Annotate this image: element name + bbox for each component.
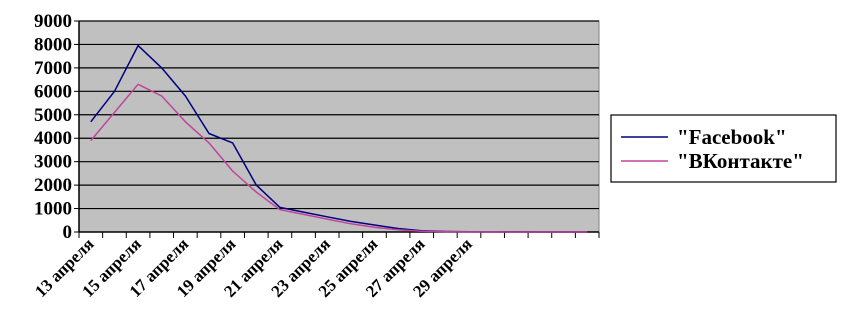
y-tick-label: 9000 bbox=[34, 11, 72, 32]
y-tick-label: 5000 bbox=[34, 105, 72, 126]
series-lines bbox=[90, 44, 588, 233]
y-tick-label: 7000 bbox=[34, 58, 72, 79]
y-tick-label: 2000 bbox=[34, 175, 72, 196]
legend-label-facebook: "Facebook" bbox=[677, 125, 787, 149]
y-tick-label: 8000 bbox=[34, 34, 72, 55]
gridlines bbox=[79, 20, 599, 210]
y-tick-label: 1000 bbox=[34, 199, 72, 220]
y-tick-label: 3000 bbox=[34, 152, 72, 173]
y-tick-label: 0 bbox=[63, 222, 73, 243]
y-tick-label: 6000 bbox=[34, 81, 72, 102]
legend: "Facebook" "ВКонтакте" bbox=[610, 114, 837, 183]
y-tick-label: 4000 bbox=[34, 128, 72, 149]
series-line-vkontakte bbox=[90, 83, 588, 233]
legend-label-vkontakte: "ВКонтакте" bbox=[677, 149, 804, 173]
plot-area-background bbox=[78, 20, 600, 233]
legend-box bbox=[610, 114, 837, 183]
